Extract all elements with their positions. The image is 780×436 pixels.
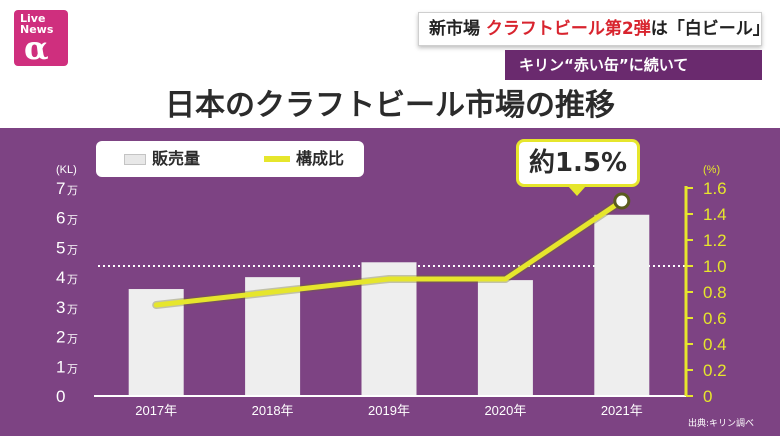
share-point-2020年	[504, 278, 507, 280]
share-point-2019年	[388, 278, 390, 280]
callout-tail	[568, 186, 586, 196]
right-tick-0.4: 0.4	[703, 335, 727, 354]
x-tick-2018年: 2018年	[252, 403, 294, 418]
right-axis-unit: (%)	[703, 164, 720, 176]
left-tick-unit-5: 万	[67, 243, 78, 256]
chart-svg: 01 万2 万3 万4 万5 万6 万7 万(KL)00.20.40.60.81.01.21.…	[56, 164, 727, 418]
left-tick-unit-1: 万	[67, 362, 78, 375]
legend-line-swatch	[264, 156, 290, 162]
right-tick-0.6: 0.6	[703, 309, 727, 328]
callout-annotation: 約1.5%	[516, 139, 640, 187]
alpha-logo-icon: α	[24, 29, 49, 67]
source-note: 出典:キリン調べ	[688, 419, 755, 429]
x-tick-2020年: 2020年	[484, 403, 526, 418]
x-tick-2021年: 2021年	[601, 403, 643, 418]
right-tick-0.8: 0.8	[703, 283, 727, 302]
bar-2020年	[477, 280, 533, 396]
left-tick-1: 1	[56, 357, 65, 376]
left-tick-unit-6: 万	[67, 214, 78, 227]
logo-line-2: News	[20, 23, 54, 36]
left-tick-unit-3: 万	[67, 303, 78, 316]
x-tick-2019年: 2019年	[368, 403, 410, 418]
sub-caption: キリン“赤い缶”に続いて	[505, 50, 762, 80]
share-point-highlight	[613, 192, 631, 210]
bar-2021年	[594, 214, 650, 396]
headline-part-1: 新市場	[429, 19, 486, 39]
right-tick-1.6: 1.6	[703, 179, 727, 198]
left-tick-unit-4: 万	[67, 273, 78, 286]
left-tick-2: 2	[56, 328, 65, 347]
left-tick-unit-2: 万	[67, 333, 78, 346]
livenews-logo: Live News α	[14, 10, 68, 66]
chart-title: 日本のクラフトビール市場の推移	[165, 88, 615, 123]
left-tick-7: 7	[56, 179, 65, 198]
left-tick-6: 6	[56, 209, 65, 228]
left-tick-3: 3	[56, 298, 65, 317]
right-tick-0.2: 0.2	[703, 361, 727, 380]
legend-label-share: 構成比	[296, 149, 345, 168]
left-tick-0: 0	[56, 387, 65, 406]
headline-caption: 新市場 クラフトビール第2弾は「白ビール」	[418, 12, 762, 46]
left-tick-4: 4	[56, 268, 65, 287]
chart-legend: 販売量 構成比	[96, 141, 364, 177]
bar-2018年	[245, 277, 301, 396]
bar-2019年	[361, 262, 417, 396]
share-point-2018年	[271, 291, 274, 293]
x-tick-2017年: 2017年	[135, 403, 177, 418]
legend-label-sales: 販売量	[152, 149, 201, 168]
left-axis-unit: (KL)	[56, 164, 77, 176]
right-tick-0: 0	[703, 387, 712, 406]
right-tick-1.0: 1.0	[703, 257, 727, 276]
left-tick-unit-7: 万	[67, 184, 78, 197]
right-tick-1.2: 1.2	[703, 231, 727, 250]
share-point-2017年	[155, 304, 158, 306]
left-tick-5: 5	[56, 238, 65, 257]
logo-line-1: Live	[20, 12, 46, 25]
headline-part-2: クラフトビール第2弾	[485, 19, 651, 39]
legend-bar-swatch	[124, 154, 146, 165]
right-tick-1.4: 1.4	[703, 205, 727, 224]
headline-part-3: は「白ビール」	[650, 19, 762, 39]
